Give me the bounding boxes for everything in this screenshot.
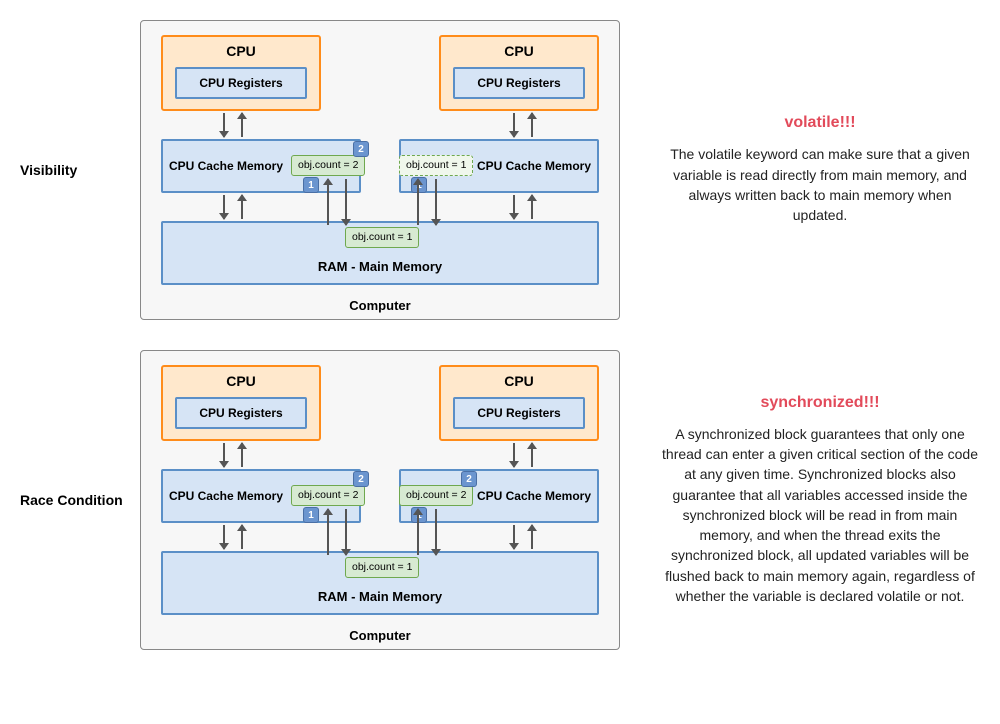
badge-left-top: 2 [353,471,369,487]
arrow-up [327,509,329,555]
description-text: A synchronized block guarantees that onl… [660,424,980,607]
arrow-down [435,179,437,225]
cpu-label: CPU [226,373,256,389]
diagram-column: CPU CPU Registers CPU CPU Registers CPU Cach… [140,350,630,650]
arrow-up [531,525,533,549]
obj-ram: obj.count = 1 [345,227,419,248]
badge-left-bottom: 1 [303,507,319,523]
text-column: synchronized!!! A synchronized block guar… [630,394,980,607]
obj-cache-right: obj.count = 1 [399,155,473,176]
arrow-down [513,195,515,219]
row-label: Race Condition [20,492,140,508]
cpu-registers-right: CPU Registers [453,67,585,99]
arrow-up [327,179,329,225]
keyword-heading: volatile!!! [660,114,980,132]
arrow-down [513,443,515,467]
arrow-up [417,179,419,225]
cpu-registers-left: CPU Registers [175,67,307,99]
arrow-up [241,525,243,549]
arrow-down [223,195,225,219]
badge-left-bottom: 1 [303,177,319,193]
cache-label: CPU Cache Memory [477,159,591,173]
cpu-left: CPU CPU Registers [161,35,321,111]
cache-label: CPU Cache Memory [477,489,591,503]
cpu-registers-right: CPU Registers [453,397,585,429]
cpu-right: CPU CPU Registers [439,35,599,111]
arrow-down [345,179,347,225]
arrow-up [241,113,243,137]
arrow-down [223,113,225,137]
arrow-down [223,443,225,467]
obj-cache-left: obj.count = 2 [291,155,365,176]
arrow-up [241,443,243,467]
computer-box: CPU CPU Registers CPU CPU Registers CPU Cach… [140,20,620,320]
obj-ram: obj.count = 1 [345,557,419,578]
keyword-heading: synchronized!!! [660,394,980,412]
cache-label: CPU Cache Memory [169,159,283,173]
cpu-label: CPU [504,373,534,389]
arrow-down [435,509,437,555]
arrow-down [345,509,347,555]
arrow-down [513,113,515,137]
text-column: volatile!!! The volatile keyword can make… [630,114,980,225]
computer-label: Computer [141,628,619,643]
badge-right-top: 2 [461,471,477,487]
cache-label: CPU Cache Memory [169,489,283,503]
computer-box: CPU CPU Registers CPU CPU Registers CPU Cach… [140,350,620,650]
badge-left-top: 2 [353,141,369,157]
row-label: Visibility [20,162,140,178]
arrow-up [417,509,419,555]
cpu-registers-left: CPU Registers [175,397,307,429]
arrow-down [513,525,515,549]
diagram-row: Visibility CPU CPU Registers CPU CPU Registe… [20,20,980,320]
cpu-right: CPU CPU Registers [439,365,599,441]
diagram-row: Race Condition CPU CPU Registers CPU CPU Reg… [20,350,980,650]
arrow-up [531,113,533,137]
arrow-up [241,195,243,219]
diagram-column: CPU CPU Registers CPU CPU Registers CPU Cach… [140,20,630,320]
cpu-label: CPU [226,43,256,59]
arrow-up [531,195,533,219]
cpu-left: CPU CPU Registers [161,365,321,441]
cpu-label: CPU [504,43,534,59]
computer-label: Computer [141,298,619,313]
description-text: The volatile keyword can make sure that … [660,144,980,225]
arrow-up [531,443,533,467]
arrow-down [223,525,225,549]
obj-cache-left: obj.count = 2 [291,485,365,506]
obj-cache-right: obj.count = 2 [399,485,473,506]
